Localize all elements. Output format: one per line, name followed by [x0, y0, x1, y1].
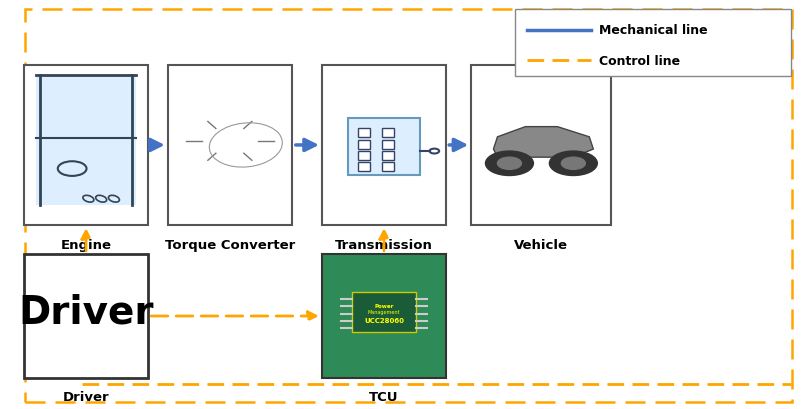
Bar [515, 9, 791, 76]
Bar [358, 129, 370, 138]
Text: Driver: Driver [19, 293, 154, 331]
Bar [24, 65, 148, 226]
Circle shape [549, 152, 597, 176]
Bar [381, 152, 394, 161]
Polygon shape [494, 127, 593, 158]
Text: Engine: Engine [61, 238, 112, 251]
Circle shape [562, 158, 585, 170]
Circle shape [486, 152, 533, 176]
Text: UCC28060: UCC28060 [364, 317, 404, 323]
Bar [168, 65, 292, 226]
Bar [381, 163, 394, 172]
Bar [358, 163, 370, 172]
Bar [381, 129, 394, 138]
Text: Management: Management [368, 310, 400, 315]
Bar [348, 119, 420, 176]
Circle shape [498, 158, 521, 170]
Text: Transmission: Transmission [335, 238, 433, 251]
Bar [381, 140, 394, 149]
Text: Power: Power [374, 303, 393, 308]
Bar [358, 140, 370, 149]
Text: Vehicle: Vehicle [515, 238, 568, 251]
Bar [322, 65, 446, 226]
Bar [472, 65, 612, 226]
Bar [24, 254, 148, 378]
Bar [36, 76, 136, 205]
Text: Torque Converter: Torque Converter [165, 238, 295, 251]
Bar [358, 152, 370, 161]
Text: Mechanical line: Mechanical line [599, 24, 708, 37]
Bar [322, 254, 446, 378]
Text: Driver: Driver [63, 390, 109, 403]
Text: Control line: Control line [599, 55, 680, 67]
Text: TCU: TCU [369, 390, 399, 403]
Bar [352, 292, 416, 333]
